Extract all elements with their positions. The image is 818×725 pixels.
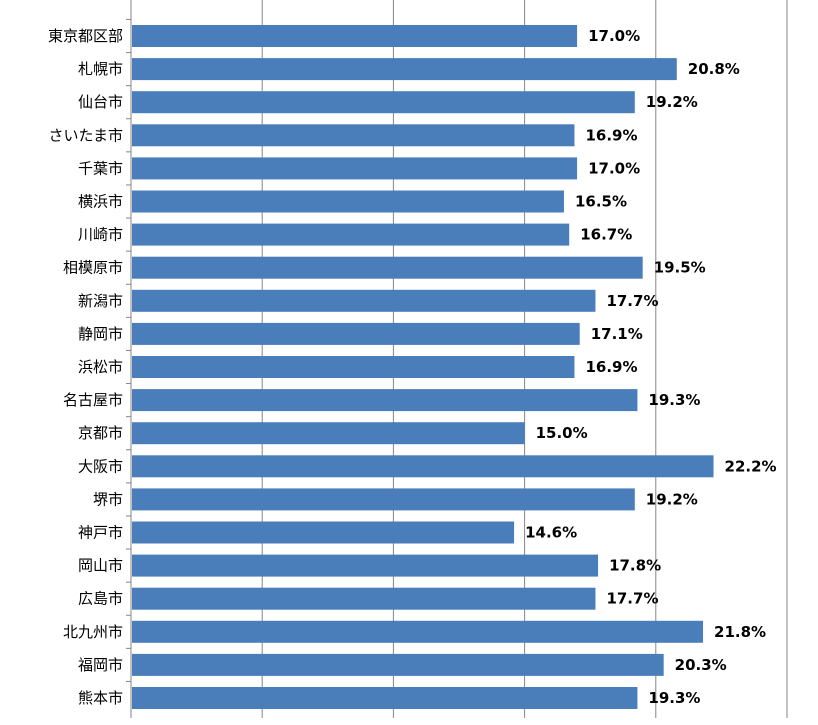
category-label: 千葉市 <box>78 159 123 177</box>
category-label: 仙台市 <box>78 93 123 111</box>
bar <box>132 91 635 114</box>
category-label: 京都市 <box>78 424 123 442</box>
value-label: 16.5% <box>575 193 627 211</box>
bar <box>132 157 578 180</box>
bar <box>132 653 664 676</box>
value-label: 22.2% <box>725 457 777 475</box>
value-label: 21.8% <box>714 623 766 641</box>
value-label: 19.5% <box>654 259 706 277</box>
value-label: 16.9% <box>585 126 637 144</box>
category-label: 名古屋市 <box>63 391 123 409</box>
bar <box>132 455 714 478</box>
category-label: 浜松市 <box>78 358 123 376</box>
category-label: 横浜市 <box>78 193 123 211</box>
category-label: 東京都区部 <box>48 27 123 45</box>
category-label: 相模原市 <box>63 259 123 277</box>
value-label: 17.7% <box>606 292 658 310</box>
bar <box>132 25 578 47</box>
bar <box>132 389 638 412</box>
bar <box>132 58 677 81</box>
value-label: 17.8% <box>609 557 661 575</box>
value-label: 16.9% <box>585 358 637 376</box>
value-label: 19.3% <box>648 689 700 707</box>
bar <box>132 587 596 610</box>
category-label: 広島市 <box>78 590 123 608</box>
value-label: 19.3% <box>648 391 700 409</box>
value-label: 17.1% <box>591 325 643 343</box>
category-labels: 東京都区部札幌市仙台市さいたま市千葉市横浜市川崎市相模原市新潟市静岡市浜松市名古… <box>48 27 123 707</box>
value-labels: 17.0% 20.8% 19.2% 16.9% 17.0% 16.5% 16.7% 19.5%… <box>525 27 776 707</box>
bar <box>132 521 515 544</box>
category-label: 新潟市 <box>78 292 123 310</box>
value-label: 17.0% <box>588 159 640 177</box>
value-label: 19.2% <box>646 93 698 111</box>
category-label: 川崎市 <box>78 226 123 244</box>
bar <box>132 422 525 445</box>
category-label: 大阪市 <box>78 457 123 475</box>
category-label: 岡山市 <box>78 557 123 575</box>
bar <box>132 554 599 577</box>
bar <box>132 620 704 643</box>
bar <box>132 223 570 246</box>
value-label: 16.7% <box>580 226 632 244</box>
value-label: 15.0% <box>536 424 588 442</box>
value-label: 20.3% <box>675 656 727 674</box>
value-label: 17.0% <box>588 27 640 45</box>
value-label: 17.7% <box>606 590 658 608</box>
bars <box>126 18 714 709</box>
bar <box>132 356 575 378</box>
bar <box>132 488 635 511</box>
bar <box>132 256 643 279</box>
bar <box>132 190 564 213</box>
category-label: 静岡市 <box>78 325 123 343</box>
category-label: 北九州市 <box>63 623 123 641</box>
value-label: 20.8% <box>688 60 740 78</box>
value-label: 14.6% <box>525 524 577 542</box>
category-label: 熊本市 <box>78 689 123 707</box>
bar <box>132 289 596 312</box>
category-label: 堺市 <box>93 490 123 508</box>
category-label: 神戸市 <box>78 524 123 542</box>
category-label: 札幌市 <box>78 60 123 78</box>
bar <box>132 124 575 147</box>
bar <box>132 322 580 345</box>
bar <box>132 687 638 709</box>
category-label: さいたま市 <box>48 126 123 144</box>
category-label: 福岡市 <box>78 656 123 674</box>
value-label: 19.2% <box>646 490 698 508</box>
